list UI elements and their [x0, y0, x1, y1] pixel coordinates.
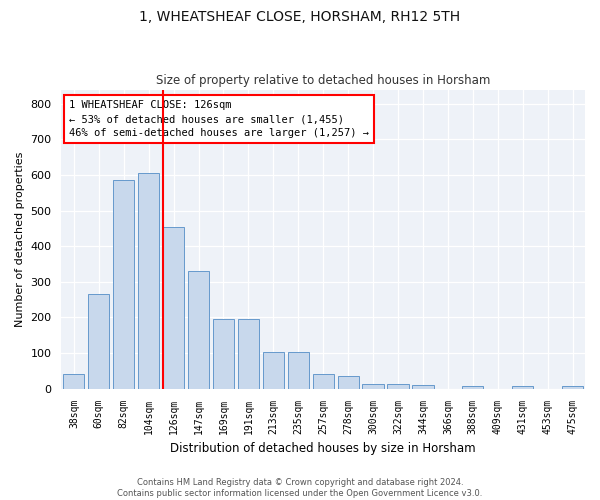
Bar — [338, 376, 359, 388]
Bar — [263, 352, 284, 389]
Y-axis label: Number of detached properties: Number of detached properties — [15, 152, 25, 327]
Bar — [562, 386, 583, 388]
Bar — [313, 374, 334, 388]
Text: 1, WHEATSHEAF CLOSE, HORSHAM, RH12 5TH: 1, WHEATSHEAF CLOSE, HORSHAM, RH12 5TH — [139, 10, 461, 24]
Bar — [63, 374, 85, 388]
Bar — [362, 384, 383, 388]
Bar — [388, 384, 409, 388]
Bar — [213, 320, 234, 388]
Bar — [238, 320, 259, 388]
Bar — [88, 294, 109, 388]
Bar — [462, 386, 484, 388]
Title: Size of property relative to detached houses in Horsham: Size of property relative to detached ho… — [156, 74, 490, 87]
Bar — [412, 385, 434, 388]
Bar — [287, 352, 309, 389]
Bar — [113, 180, 134, 388]
Bar — [512, 386, 533, 388]
Text: Contains HM Land Registry data © Crown copyright and database right 2024.
Contai: Contains HM Land Registry data © Crown c… — [118, 478, 482, 498]
Bar — [163, 226, 184, 388]
Bar — [188, 271, 209, 388]
Bar — [138, 173, 159, 388]
X-axis label: Distribution of detached houses by size in Horsham: Distribution of detached houses by size … — [170, 442, 476, 455]
Text: 1 WHEATSHEAF CLOSE: 126sqm
← 53% of detached houses are smaller (1,455)
46% of s: 1 WHEATSHEAF CLOSE: 126sqm ← 53% of deta… — [69, 100, 369, 138]
